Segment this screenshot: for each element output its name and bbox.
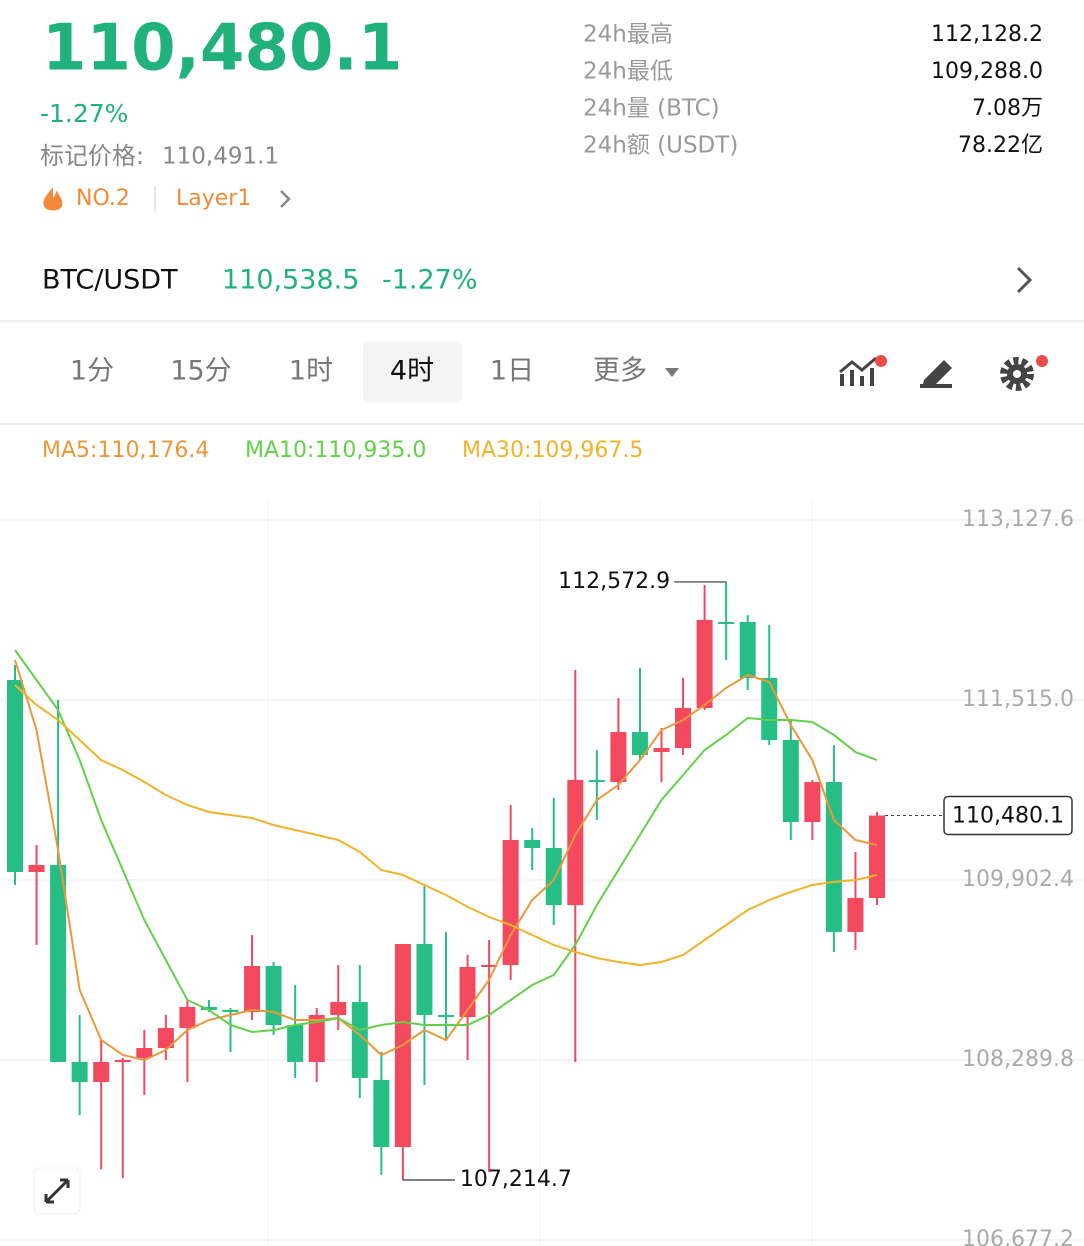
change: -1.27% xyxy=(40,99,128,128)
fire-icon xyxy=(43,187,63,211)
stat-value: 78.22亿 xyxy=(958,133,1043,158)
candle-body xyxy=(739,621,756,679)
annotation-label: 112,572.9 xyxy=(558,569,670,594)
candle-body xyxy=(200,1006,217,1010)
annotation-label: 107,214.7 xyxy=(460,1167,572,1192)
candle-body xyxy=(28,864,45,873)
candle-body xyxy=(502,839,519,965)
ma-name: MA30: xyxy=(462,438,531,463)
candle-body xyxy=(93,1061,110,1082)
tab[interactable]: 15分 xyxy=(170,356,231,387)
ma-name: MA10: xyxy=(245,438,314,463)
candle-body xyxy=(71,1061,88,1082)
candle-body xyxy=(330,1002,347,1015)
last-price-box xyxy=(943,795,1073,836)
ma-legend: MA5:110,176.4 xyxy=(42,438,209,463)
rank: NO.2 xyxy=(76,186,130,211)
more-caret[interactable] xyxy=(665,368,679,377)
ma-line xyxy=(14,649,878,1034)
ma-legend: MA30:109,967.5 xyxy=(462,438,643,463)
candle-body xyxy=(222,1009,239,1012)
pair-price: 110,538.5 xyxy=(222,265,359,296)
ma-legend: MA10:110,935.0 xyxy=(245,438,426,463)
candle-body xyxy=(50,864,67,1062)
price: 110,480.1 xyxy=(42,12,402,86)
draw-icon[interactable] xyxy=(920,360,952,388)
expand-icon[interactable] xyxy=(33,1167,81,1215)
ma-current: 110,176.4 xyxy=(97,438,209,463)
candle-body xyxy=(761,678,778,740)
stat-label: 24h量 (BTC) xyxy=(583,96,720,122)
last-price-label: 110,480.1 xyxy=(952,804,1064,829)
candle-body xyxy=(588,780,605,783)
ma-current: 109,967.5 xyxy=(531,438,643,463)
candle-body xyxy=(265,965,282,1026)
candle-body xyxy=(631,732,648,756)
candle-body xyxy=(438,1014,454,1018)
indicator-icon[interactable] xyxy=(839,355,887,386)
candle-body xyxy=(675,708,692,748)
stat-label: 24h最低 xyxy=(583,59,673,85)
candle-body xyxy=(825,782,842,932)
stat-value: 112,128.2 xyxy=(931,22,1043,47)
stat-value: 109,288.0 xyxy=(931,59,1043,84)
candle-body xyxy=(524,839,541,849)
tab[interactable]: 4时 xyxy=(390,356,434,387)
tab[interactable]: 1分 xyxy=(70,356,114,387)
candle-body xyxy=(157,1028,174,1049)
y-tick-label: 113,127.6 xyxy=(962,507,1074,532)
chart: 113,127.6 111,515.0 109,902.4 108,289.8 106,… xyxy=(0,438,1084,1246)
candle-body xyxy=(804,782,821,823)
settings-icon[interactable] xyxy=(1000,355,1048,391)
tab[interactable]: 1时 xyxy=(289,356,333,387)
active-tab-bg xyxy=(363,342,462,402)
candle-body xyxy=(653,747,670,753)
ma-line xyxy=(14,684,878,967)
mark-price: 110,491.1 xyxy=(162,144,279,170)
candle-body xyxy=(114,1059,131,1062)
tag[interactable]: Layer1 xyxy=(176,186,251,211)
ma-line xyxy=(14,659,878,1062)
candle-body xyxy=(136,1048,153,1058)
stat-value: 7.08万 xyxy=(972,96,1043,121)
y-tick-label: 106,677.2 xyxy=(962,1227,1074,1246)
candle-body xyxy=(782,739,799,823)
tag-chevron[interactable] xyxy=(280,190,291,208)
candle-body xyxy=(179,1006,196,1029)
tab[interactable]: 1日 xyxy=(490,356,534,387)
candle-body xyxy=(869,815,885,899)
candle-body xyxy=(416,944,433,1015)
stat-label: 24h额 (USDT) xyxy=(583,133,738,159)
stat-label: 24h最高 xyxy=(583,22,673,48)
candle-body xyxy=(545,848,562,906)
candle-body xyxy=(244,965,261,1012)
pair-change: -1.27% xyxy=(382,265,478,296)
candle-body xyxy=(696,619,713,709)
y-tick-label: 108,289.8 xyxy=(962,1047,1074,1072)
candle-body xyxy=(287,1025,304,1062)
ma-name: MA5: xyxy=(42,438,97,463)
pair-symbol: BTC/USDT xyxy=(42,265,178,296)
candle-body xyxy=(351,1002,368,1078)
candle-body xyxy=(718,621,735,624)
candle-body xyxy=(373,1079,390,1148)
candle-body xyxy=(7,680,23,873)
tab[interactable]: 更多 xyxy=(593,356,647,387)
ma-current: 110,935.0 xyxy=(314,438,426,463)
candle-body xyxy=(847,898,864,932)
pair-chevron[interactable] xyxy=(1016,266,1033,294)
candle-body xyxy=(610,732,627,783)
candle-body xyxy=(481,964,498,967)
y-tick-label: 109,902.4 xyxy=(962,867,1074,892)
candle-body xyxy=(308,1014,325,1062)
mark-label: 标记价格: xyxy=(40,142,144,170)
candle-body xyxy=(567,780,584,906)
y-tick-label: 111,515.0 xyxy=(962,687,1074,712)
